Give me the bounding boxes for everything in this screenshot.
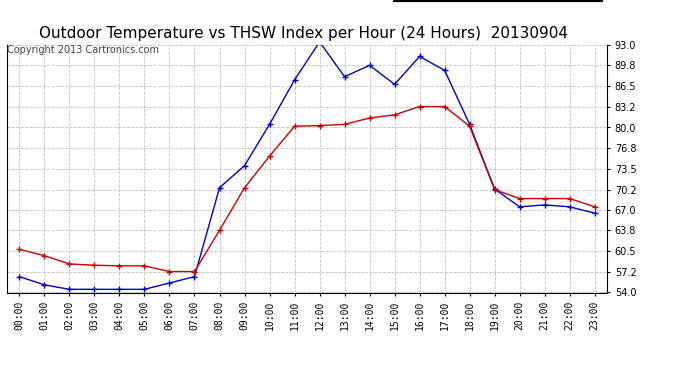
Legend: THSW  (°F), Temperature  (°F): THSW (°F), Temperature (°F) (393, 0, 602, 1)
Text: Outdoor Temperature vs THSW Index per Hour (24 Hours)  20130904: Outdoor Temperature vs THSW Index per Ho… (39, 26, 568, 41)
Text: Copyright 2013 Cartronics.com: Copyright 2013 Cartronics.com (7, 45, 159, 55)
